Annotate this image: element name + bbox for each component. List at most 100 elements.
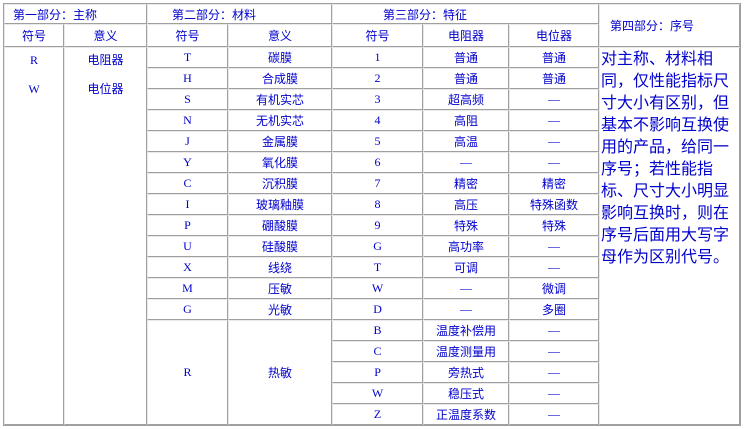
- s2-symbol-thermistor: R: [147, 320, 229, 425]
- s1-meanings-cell: 电阻器 电位器: [64, 47, 148, 425]
- table-row: H 合成膜 2 普通 普通: [4, 68, 740, 89]
- s3-potentiometer: 特殊: [509, 215, 600, 236]
- table-row: J 金属膜 5 高温 —: [4, 131, 740, 152]
- s2-meaning: 压敏: [228, 278, 333, 299]
- s3-symbol: 9: [332, 215, 424, 236]
- s2-symbol: S: [147, 89, 229, 110]
- section-title-row: 第一部分：主称 第二部分：材料 第三部分：特征 第四部分：序号: [4, 4, 741, 47]
- s3-potentiometer: —: [509, 404, 600, 425]
- s3-symbol: 6: [332, 152, 424, 173]
- s3-col-symbol: 符号: [332, 24, 424, 47]
- s3-symbol: 5: [332, 131, 424, 152]
- section2-title: 第二部分：材料: [147, 4, 333, 24]
- s3-resistor: 正温度系数: [423, 404, 510, 425]
- s2-col-meaning: 意义: [228, 24, 333, 47]
- table-row: C 温度测量用 —: [4, 341, 740, 362]
- s3-potentiometer: —: [509, 341, 600, 362]
- s3-symbol: 7: [332, 173, 424, 194]
- s3-resistor: 特殊: [423, 215, 510, 236]
- s3-potentiometer: —: [509, 131, 600, 152]
- s3-symbol: W: [332, 383, 424, 404]
- s2-meaning: 硼酸膜: [228, 215, 333, 236]
- table-row: R 热敏 B 温度补偿用 —: [4, 320, 740, 425]
- s3-potentiometer: —: [509, 89, 600, 110]
- s3-potentiometer: 精密: [509, 173, 600, 194]
- s2-symbol: N: [147, 110, 229, 131]
- s3-col-potentiometer: 电位器: [509, 24, 600, 47]
- s3-resistor: 稳压式: [423, 383, 510, 404]
- s3-resistor: —: [423, 152, 510, 173]
- s1-symbol-w: W: [28, 82, 40, 96]
- s3-potentiometer: —: [509, 320, 600, 341]
- s2-meaning: 线绕: [228, 257, 333, 278]
- s2-meaning: 光敏: [228, 299, 333, 320]
- s3-potentiometer: 多圈: [509, 299, 600, 320]
- s3-symbol: G: [332, 236, 424, 257]
- table-row: C 沉积膜 7 精密 精密: [4, 173, 740, 194]
- s3-resistor: —: [423, 299, 510, 320]
- s1-symbols-cell: R W: [4, 47, 64, 425]
- s3-resistor: 精密: [423, 173, 510, 194]
- s2-symbol: X: [147, 257, 229, 278]
- s3-symbol: 2: [332, 68, 424, 89]
- s3-symbol: T: [332, 257, 424, 278]
- table-row: P 硼酸膜 9 特殊 特殊: [4, 215, 740, 236]
- s1-col-symbol: 符号: [4, 24, 64, 47]
- s3-resistor: 旁热式: [423, 362, 510, 383]
- s2-symbol: C: [147, 173, 229, 194]
- s3-resistor: —: [423, 278, 510, 299]
- table-row: G 光敏 D — 多圈: [4, 299, 740, 320]
- table-row: S 有机实芯 3 超高频 —: [4, 89, 740, 110]
- s3-symbol: B: [332, 320, 424, 341]
- s3-resistor: 高阻: [423, 110, 510, 131]
- s3-potentiometer: —: [509, 152, 600, 173]
- table-row: P 旁热式 —: [4, 362, 740, 383]
- s3-potentiometer: 特殊函数: [509, 194, 600, 215]
- s3-resistor: 普通: [423, 68, 510, 89]
- s1-symbol-r: R: [29, 53, 38, 67]
- s2-meaning: 合成膜: [228, 68, 333, 89]
- s2-meaning: 玻璃釉膜: [228, 194, 333, 215]
- s2-symbol: P: [147, 215, 229, 236]
- s3-symbol: D: [332, 299, 424, 320]
- s2-symbol: Y: [147, 152, 229, 173]
- table-row: R W 电阻器 电位器 T 碳膜 1 普通 普通 对主称、材料相同，仅性能指标尺…: [4, 47, 741, 425]
- table-row: Z 正温度系数 —: [4, 404, 740, 425]
- column-header-row: 符号 意义 符号 意义 符号 电阻器 电位器: [4, 24, 740, 47]
- s2-symbol: M: [147, 278, 229, 299]
- s1-meaning-potentiometer: 电位器: [87, 82, 124, 96]
- s3-potentiometer: —: [509, 110, 600, 131]
- s3-resistor: 高温: [423, 131, 510, 152]
- s2-col-symbol: 符号: [147, 24, 229, 47]
- s1-col-meaning: 意义: [64, 24, 148, 47]
- table-row: U 硅酸膜 G 高功率 —: [4, 236, 740, 257]
- s2-meaning: 氧化膜: [228, 152, 333, 173]
- s3-resistor: 普通: [423, 47, 510, 68]
- s3-symbol: 1: [332, 47, 424, 68]
- s2-symbol: U: [147, 236, 229, 257]
- s2-meaning: 无机实芯: [228, 110, 333, 131]
- s3-symbol: W: [332, 278, 424, 299]
- s3-symbol: Z: [332, 404, 424, 425]
- s3-resistor: 可调: [423, 257, 510, 278]
- resistor-naming-table: 第一部分：主称 第二部分：材料 第三部分：特征 第四部分：序号 符号 意义 符号…: [3, 3, 742, 426]
- s3-symbol: 4: [332, 110, 424, 131]
- s4-note: 对主称、材料相同，仅性能指标尺寸大小有区别，但基本不影响互换使用的产品，给同一序…: [599, 47, 741, 425]
- table-row: Y 氧化膜 6 — —: [4, 152, 740, 173]
- s3-potentiometer: 普通: [509, 68, 600, 89]
- s3-potentiometer: 微调: [509, 278, 600, 299]
- section1-title: 第一部分：主称: [4, 4, 148, 24]
- table-row: X 线绕 T 可调 —: [4, 257, 740, 278]
- s2-symbol: H: [147, 68, 229, 89]
- s3-resistor: 高压: [423, 194, 510, 215]
- s3-symbol: C: [332, 341, 424, 362]
- s2-meaning-thermistor: 热敏: [228, 320, 333, 425]
- s3-symbol: 3: [332, 89, 424, 110]
- s2-symbol: I: [147, 194, 229, 215]
- s3-resistor: 温度补偿用: [423, 320, 510, 341]
- s2-meaning: 碳膜: [228, 47, 333, 68]
- s3-potentiometer: —: [509, 236, 600, 257]
- s2-symbol: G: [147, 299, 229, 320]
- s2-symbol: J: [147, 131, 229, 152]
- s2-meaning: 沉积膜: [228, 173, 333, 194]
